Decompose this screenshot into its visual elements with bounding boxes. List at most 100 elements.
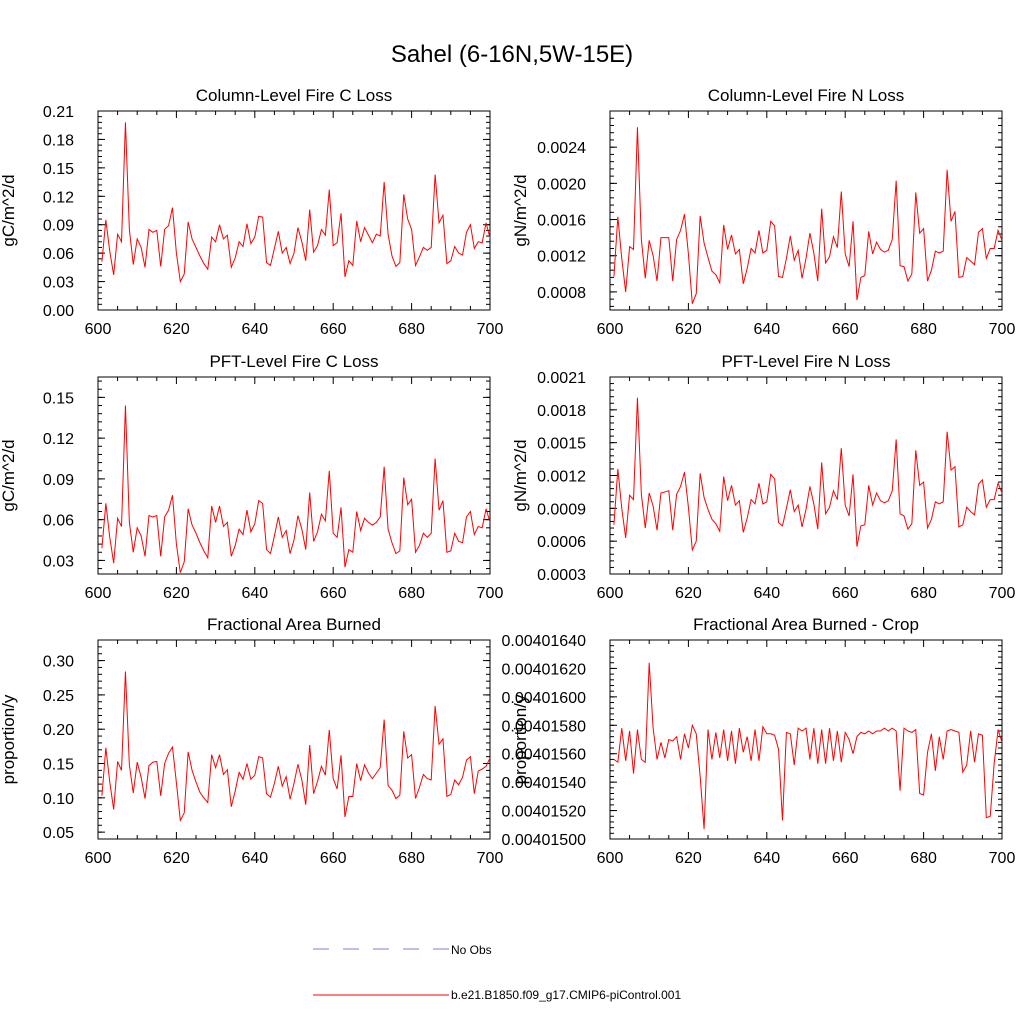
y-tick-label: 0.0020 xyxy=(537,176,586,193)
y-tick-label: 0.0003 xyxy=(537,567,586,584)
series-line xyxy=(101,405,491,573)
plot-frame xyxy=(97,376,491,575)
panel-title: Fractional Area Burned - Crop xyxy=(693,615,919,634)
y-tick-label: 0.00401520 xyxy=(501,804,586,821)
x-tick-label: 700 xyxy=(989,850,1016,867)
x-tick-label: 640 xyxy=(241,850,268,867)
y-tick-label: 0.00401620 xyxy=(501,661,586,678)
y-axis-label: gC/m^2/d xyxy=(0,174,18,246)
y-axis-label: proportion/y xyxy=(0,694,18,784)
x-tick-label: 660 xyxy=(832,321,859,338)
x-tick-label: 620 xyxy=(163,850,190,867)
y-tick-label: 0.20 xyxy=(43,722,74,739)
panel-title: Fractional Area Burned xyxy=(207,615,381,634)
chart-panel-col-n: 600 620 640 660 680 700 0.0008 0.0012 0.0016 0.00… xyxy=(511,86,1015,338)
y-tick-label: 0.25 xyxy=(43,688,74,705)
x-tick-label: 660 xyxy=(320,321,347,338)
y-tick-label: 0.05 xyxy=(43,825,74,842)
y-tick-label: 0.09 xyxy=(43,218,74,235)
x-tick-label: 600 xyxy=(85,585,112,602)
plot-frame xyxy=(609,110,1003,311)
y-axis-label: proportion/y xyxy=(511,694,530,784)
y-tick-label: 0.30 xyxy=(43,654,74,671)
x-tick-label: 660 xyxy=(832,850,859,867)
y-tick-label: 0.0016 xyxy=(537,213,586,230)
series-line xyxy=(613,127,1003,304)
y-tick-label: 0.06 xyxy=(43,246,74,263)
x-tick-label: 680 xyxy=(398,585,425,602)
x-tick-label: 640 xyxy=(753,321,780,338)
y-tick-label: 0.0024 xyxy=(537,140,586,157)
x-tick-label: 620 xyxy=(163,321,190,338)
x-tick-label: 620 xyxy=(163,585,190,602)
chart-panel-col-c: 600 620 640 660 680 700 0.00 0.03 0.06 0.09 0.12 0.… xyxy=(0,86,503,338)
series-line xyxy=(101,122,491,284)
y-tick-label: 0.18 xyxy=(43,132,74,149)
y-tick-label: 0.0012 xyxy=(537,469,586,486)
x-tick-label: 640 xyxy=(753,585,780,602)
plot-frame xyxy=(609,376,1003,575)
y-tick-label: 0.00401500 xyxy=(501,832,586,849)
x-tick-label: 660 xyxy=(832,585,859,602)
series-line xyxy=(101,671,491,823)
y-tick-label: 0.12 xyxy=(43,431,74,448)
x-tick-label: 700 xyxy=(477,850,504,867)
y-tick-label: 0.21 xyxy=(43,104,74,121)
series-line xyxy=(613,662,1003,830)
y-tick-label: 0.0015 xyxy=(537,436,586,453)
x-tick-label: 620 xyxy=(675,585,702,602)
x-tick-label: 700 xyxy=(477,585,504,602)
figure-title: Sahel (6-16N,5W-15E) xyxy=(391,41,633,68)
y-axis-label: gN/m^2/d xyxy=(511,439,530,511)
y-tick-label: 0.00401600 xyxy=(501,690,586,707)
y-tick-label: 0.03 xyxy=(43,275,74,292)
x-tick-label: 600 xyxy=(85,321,112,338)
legend: No Obs b.e21.B1850.f09_g17.CMIP6-piContr… xyxy=(313,943,681,1002)
x-tick-label: 680 xyxy=(398,850,425,867)
x-tick-label: 620 xyxy=(675,321,702,338)
chart-panel-area: 600 620 640 660 680 700 0.05 0.10 0.15 0.20 0.25 0.… xyxy=(0,615,503,867)
x-tick-label: 600 xyxy=(85,850,112,867)
x-tick-label: 680 xyxy=(910,850,937,867)
y-tick-label: 0.03 xyxy=(43,553,74,570)
y-tick-label: 0.15 xyxy=(43,390,74,407)
x-tick-label: 700 xyxy=(989,321,1016,338)
y-tick-label: 0.09 xyxy=(43,472,74,489)
y-tick-label: 0.00401580 xyxy=(501,718,586,735)
y-tick-label: 0.0009 xyxy=(537,501,586,518)
y-tick-label: 0.0006 xyxy=(537,534,586,551)
chart-panel-crop: 600 620 640 660 680 700 0.00401500 0.00401520 0.… xyxy=(501,615,1015,867)
panels-group: 600 620 640 660 680 700 0.00 0.03 0.06 0.09 0.12 0.… xyxy=(0,86,1015,867)
x-tick-label: 640 xyxy=(753,850,780,867)
y-tick-label: 0.0018 xyxy=(537,403,586,420)
x-tick-label: 680 xyxy=(910,321,937,338)
y-tick-label: 0.0021 xyxy=(537,370,586,387)
chart-panel-pft-n: 600 620 640 660 680 700 0.0003 0.0006 0.0009 0.00… xyxy=(511,352,1015,602)
y-axis-label: gN/m^2/d xyxy=(511,174,530,246)
x-tick-label: 600 xyxy=(597,321,624,338)
y-tick-label: 0.00401560 xyxy=(501,747,586,764)
x-tick-label: 700 xyxy=(989,585,1016,602)
legend-label-no-obs: No Obs xyxy=(451,943,492,957)
panel-title: Column-Level Fire C Loss xyxy=(196,86,393,105)
panel-title: PFT-Level Fire N Loss xyxy=(721,352,890,371)
y-tick-label: 0.10 xyxy=(43,791,74,808)
y-tick-label: 0.00401540 xyxy=(501,775,586,792)
x-tick-label: 660 xyxy=(320,850,347,867)
x-tick-label: 660 xyxy=(320,585,347,602)
legend-label-picontrol: b.e21.B1850.f09_g17.CMIP6-piControl.001 xyxy=(451,988,681,1002)
panel-title: Column-Level Fire N Loss xyxy=(708,86,905,105)
y-tick-label: 0.15 xyxy=(43,161,74,178)
y-tick-label: 0.00401640 xyxy=(501,633,586,650)
x-tick-label: 680 xyxy=(398,321,425,338)
y-tick-label: 0.15 xyxy=(43,757,74,774)
series-line xyxy=(613,397,1003,552)
x-tick-label: 620 xyxy=(675,850,702,867)
y-tick-label: 0.0008 xyxy=(537,285,586,302)
panel-title: PFT-Level Fire C Loss xyxy=(209,352,378,371)
x-tick-label: 600 xyxy=(597,585,624,602)
plot-frame xyxy=(97,110,491,311)
y-tick-label: 0.00 xyxy=(43,303,74,320)
y-tick-label: 0.0012 xyxy=(537,249,586,266)
